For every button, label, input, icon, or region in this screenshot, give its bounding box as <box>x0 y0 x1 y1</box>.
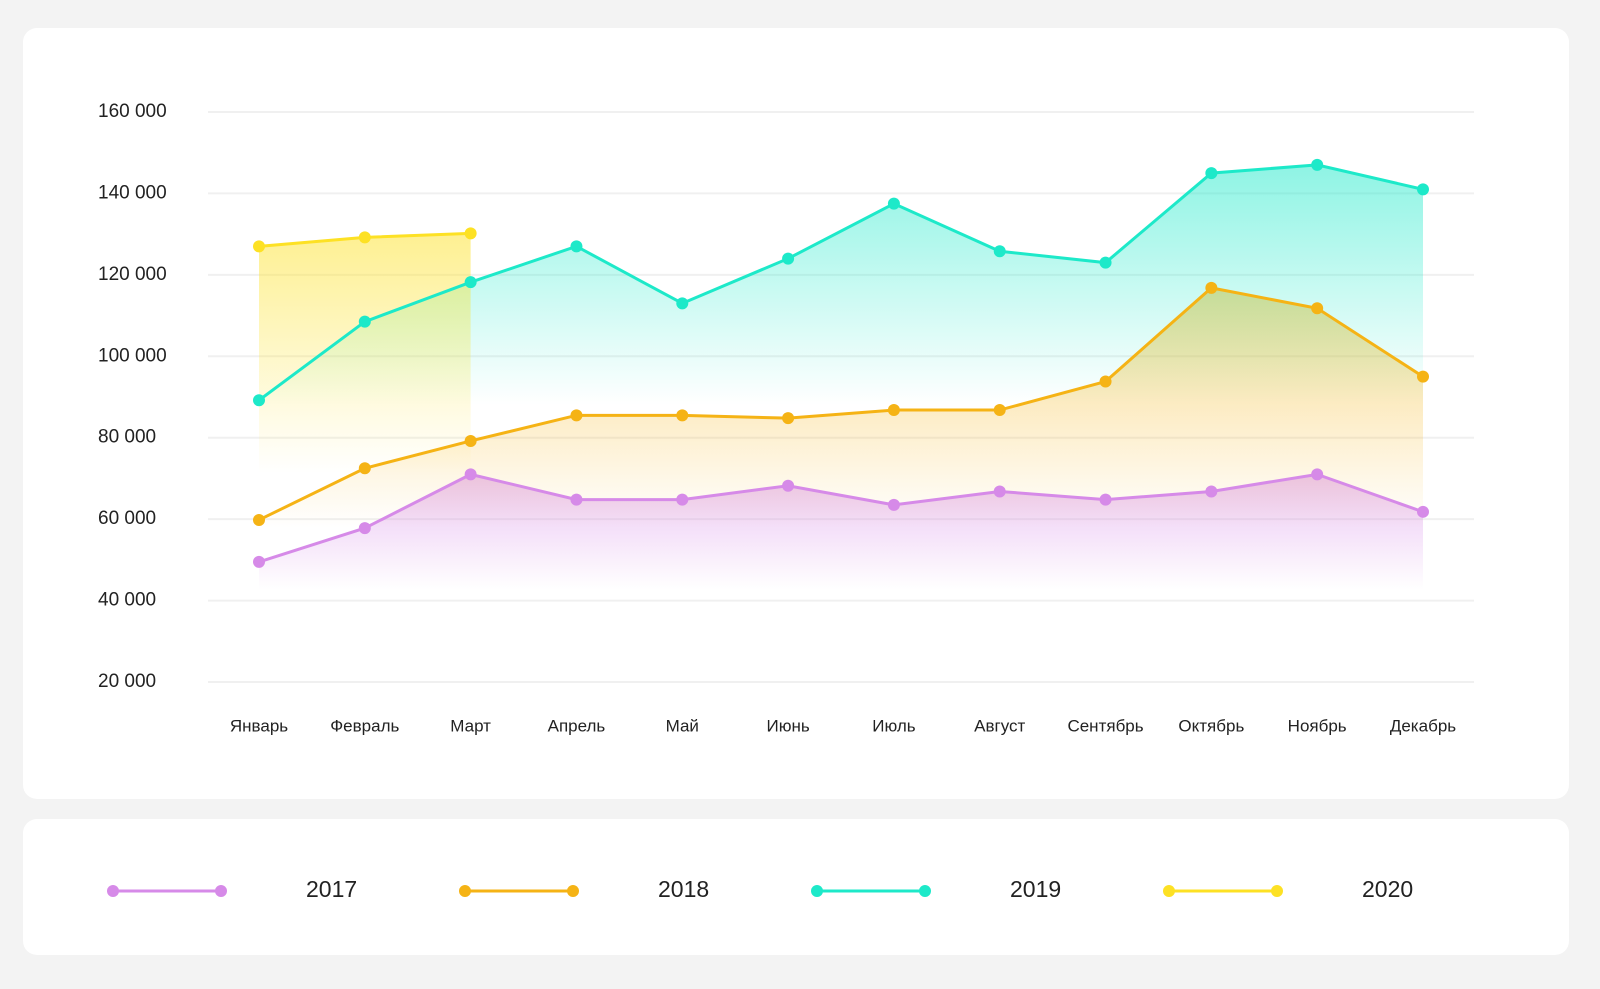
point <box>1311 158 1324 171</box>
line <box>258 163 1424 402</box>
legend-dot <box>567 885 579 897</box>
legend-dot <box>919 885 931 897</box>
y-tick-label: 20 000 <box>98 671 156 692</box>
legend-dot <box>215 885 227 897</box>
point <box>1311 468 1324 481</box>
point <box>993 245 1006 258</box>
y-tick-label: 160 000 <box>98 101 167 122</box>
y-tick-label: 120 000 <box>98 264 167 285</box>
x-tick-label: Сентябрь <box>1067 716 1143 735</box>
point <box>570 493 583 506</box>
point <box>782 479 795 492</box>
y-tick-label: 60 000 <box>98 508 156 529</box>
point <box>993 485 1006 498</box>
x-tick-label: Август <box>974 716 1025 735</box>
point <box>570 409 583 422</box>
legend-dot <box>459 885 471 897</box>
legend-dot <box>811 885 823 897</box>
legend-dot <box>107 885 119 897</box>
legend-card <box>23 819 1569 955</box>
point <box>887 498 900 511</box>
point <box>570 240 583 253</box>
point <box>253 555 265 568</box>
y-tick-label: 40 000 <box>98 590 156 611</box>
point <box>358 231 371 244</box>
legend-label: 2019 <box>1010 876 1061 902</box>
x-tick-label: Май <box>666 716 699 735</box>
area <box>259 164 1423 405</box>
point <box>1099 375 1112 388</box>
x-tick-label: Январь <box>230 716 288 735</box>
point <box>993 404 1006 417</box>
point <box>464 468 477 481</box>
point <box>464 227 477 240</box>
line <box>258 286 1424 522</box>
x-tick-label: Июнь <box>766 716 809 735</box>
x-tick-label: Июль <box>872 716 916 735</box>
y-tick-label: 140 000 <box>98 182 167 203</box>
point <box>1205 167 1218 180</box>
x-tick-label: Октябрь <box>1178 716 1244 735</box>
legend-label: 2018 <box>658 876 709 902</box>
x-tick-label: Ноябрь <box>1288 716 1347 735</box>
point <box>253 240 265 253</box>
point <box>782 412 795 425</box>
point <box>358 315 371 328</box>
point <box>1205 281 1218 294</box>
line <box>258 472 1424 564</box>
point <box>1099 493 1112 506</box>
point <box>676 297 689 310</box>
x-tick-label: Март <box>450 716 491 735</box>
legend-dot <box>1271 885 1283 897</box>
point <box>1099 256 1112 269</box>
point <box>1205 485 1218 498</box>
point <box>887 404 900 417</box>
point <box>253 394 265 407</box>
x-tick-label: Апрель <box>548 716 606 735</box>
point <box>464 276 477 289</box>
area <box>259 287 1423 528</box>
point <box>1417 505 1429 518</box>
point <box>358 522 371 535</box>
point <box>1417 183 1429 196</box>
point <box>1311 302 1324 315</box>
legend-dot <box>1163 885 1175 897</box>
point <box>464 434 477 447</box>
point <box>676 493 689 506</box>
point <box>358 462 371 475</box>
x-tick-label: Февраль <box>330 716 399 735</box>
y-tick-label: 100 000 <box>98 345 167 366</box>
point <box>676 409 689 422</box>
point <box>887 197 900 210</box>
y-tick-label: 80 000 <box>98 427 156 448</box>
legend-label: 2020 <box>1362 876 1413 902</box>
point <box>1417 370 1429 383</box>
legend-label: 2017 <box>306 876 357 902</box>
point <box>782 252 795 265</box>
x-tick-label: Декабрь <box>1390 716 1456 735</box>
point <box>253 513 265 526</box>
area <box>259 233 471 474</box>
